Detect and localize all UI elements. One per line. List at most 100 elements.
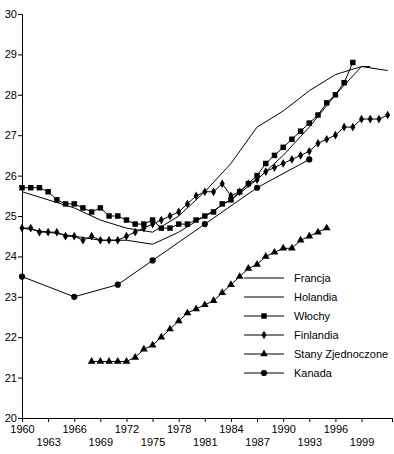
legend: Francja Holandia Włochy Finlandia Stany Zjed… [244,272,388,379]
marker [28,185,33,190]
x-tick-mark [22,418,23,422]
x-tick-label: 1981 [193,436,217,448]
y-tick-label: 28 [5,89,17,101]
marker [184,308,192,315]
x-tick-label: 1993 [298,436,322,448]
x-tick: 1993 [298,418,322,448]
x-tick: 1978 [167,418,191,435]
marker [244,264,252,271]
x-tick-label: 1975 [141,436,165,448]
marker [263,167,268,176]
legend-marker [261,370,267,376]
marker [123,357,131,364]
marker [289,155,294,164]
y-axis: 2021222324252627282930 [5,8,23,424]
y-tick-mark [18,135,22,136]
marker [211,187,216,196]
marker [132,221,137,226]
x-tick-label: 1969 [89,436,113,448]
marker [253,260,261,267]
x-tick-label: 1987 [245,436,269,448]
x-tick-mark [335,418,336,422]
x-tick: 1963 [36,418,60,448]
marker [298,128,303,133]
x-tick-label: 1966 [62,423,86,435]
marker [307,147,312,156]
y-tick-label: 23 [5,291,17,303]
marker [149,341,157,348]
marker [176,208,181,217]
y-tick-mark [18,337,22,338]
marker [115,282,121,288]
marker [228,191,233,200]
marker [350,123,355,132]
x-tick: 1990 [271,418,295,435]
series-line [22,159,309,296]
marker [202,221,208,227]
x-tick-mark [48,418,49,422]
y-tick: 24 [5,250,22,262]
marker [106,213,111,218]
y-tick-mark [18,95,22,96]
x-tick-mark [153,418,154,422]
legend-label: Włochy [294,310,331,322]
legend-item: Stany Zjednoczone [244,348,388,360]
marker [89,232,94,241]
x-tick-label: 1990 [271,423,295,435]
x-tick-mark [283,418,284,422]
legend-item: Holandia [244,291,338,303]
y-tick-label: 24 [5,250,17,262]
marker [45,189,50,194]
marker [359,115,364,124]
x-tick-label: 1960 [10,423,34,435]
y-tick-mark [18,256,22,257]
x-tick-label: 1984 [219,423,243,435]
x-tick: 1975 [141,418,165,448]
marker [149,257,155,263]
marker [54,228,59,237]
marker [89,209,94,214]
marker [202,213,207,218]
marker [28,224,33,233]
x-tick-mark [126,418,127,422]
x-tick: 1984 [219,418,243,435]
plot-area [19,60,390,364]
x-tick: 1969 [89,418,113,448]
marker [88,357,96,364]
marker [150,220,155,229]
marker [80,236,85,245]
marker [218,288,226,295]
marker [263,161,268,166]
marker [192,304,200,311]
marker [185,221,190,226]
marker [307,120,312,125]
marker [368,115,373,124]
legend-label: Finlandia [294,329,340,341]
series-markers [19,111,390,245]
marker [140,345,148,352]
marker [166,325,174,332]
marker [194,191,199,200]
y-tick-mark [18,418,22,419]
marker [176,221,181,226]
legend-marker [261,313,266,318]
x-tick-label: 1999 [350,436,374,448]
series-markers [19,60,355,231]
marker [220,179,225,188]
marker [107,236,112,245]
y-tick-label: 26 [5,170,17,182]
marker [141,224,146,233]
legend-item: Francja [244,272,332,284]
x-axis-line [23,419,393,423]
marker [376,115,381,124]
x-tick: 1966 [62,418,86,435]
marker [314,228,322,235]
x-tick-label: 1978 [167,423,191,435]
series-line [22,62,353,228]
marker [37,228,42,237]
marker [211,209,216,214]
marker [315,112,320,117]
x-tick: 1999 [350,418,374,448]
x-tick-label: 1996 [324,423,348,435]
y-tick-mark [18,176,22,177]
